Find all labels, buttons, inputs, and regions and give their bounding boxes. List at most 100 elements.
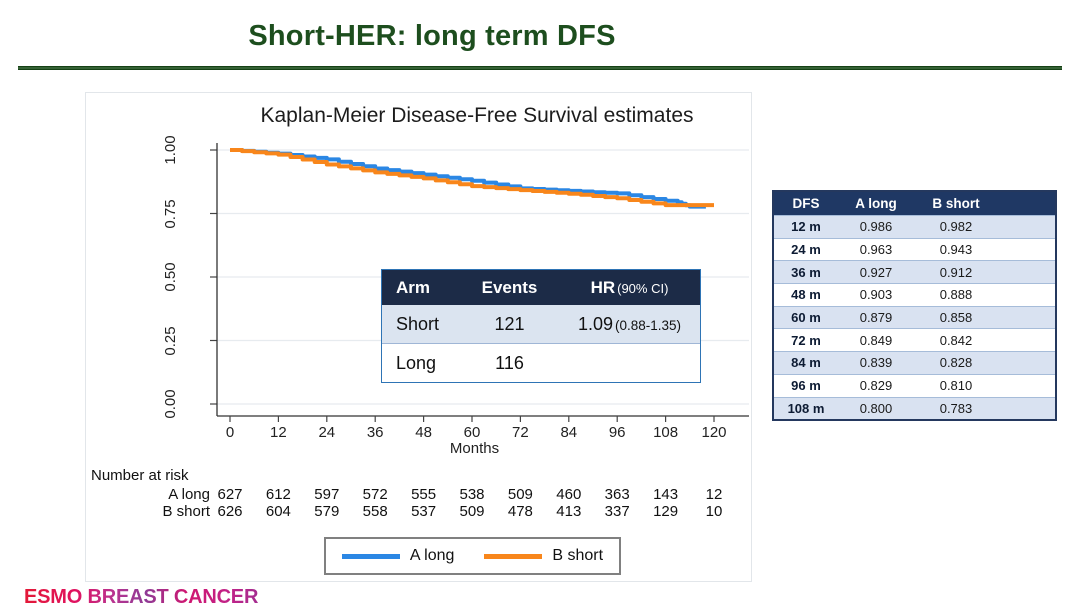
dfs-cell: 0.982 xyxy=(939,219,973,235)
chart-title: Kaplan-Meier Disease-Free Survival estim… xyxy=(260,104,694,127)
dfs-cell: 84 m xyxy=(791,355,821,371)
hr-value: 1.09 xyxy=(577,313,613,334)
risk-row-label-b-short: B short xyxy=(162,503,210,520)
legend-item: B short xyxy=(484,547,603,565)
dfs-cell: 24 m xyxy=(791,242,821,258)
dfs-cell: 0.810 xyxy=(939,378,973,394)
x-tick-label: 96 xyxy=(608,424,626,441)
chart-legend: A long B short xyxy=(324,537,621,575)
risk-count: 627 xyxy=(217,486,243,503)
dfs-cell: 0.903 xyxy=(859,287,893,303)
dfs-header-cell: B short xyxy=(932,196,980,211)
dfs-cell: 0.828 xyxy=(939,355,973,371)
risk-count: 626 xyxy=(217,503,243,520)
risk-count: 604 xyxy=(265,503,291,520)
x-tick-label: 24 xyxy=(318,424,336,441)
dfs-cell: 0.829 xyxy=(859,378,893,394)
dfs-cell: 0.858 xyxy=(939,310,973,326)
dfs-table-row: 96 m 0.829 0.810 xyxy=(774,373,1055,397)
hr-header-hr: HR (90% CI) xyxy=(557,278,702,298)
legend-line-swatch xyxy=(341,553,400,559)
risk-count: 363 xyxy=(604,486,630,503)
x-tick-label: 60 xyxy=(463,424,481,441)
y-tick-label: 0.00 xyxy=(162,389,179,419)
dfs-cell: 96 m xyxy=(791,378,821,394)
hr-table-header-row: Arm Events HR (90% CI) xyxy=(382,270,700,305)
risk-count: 558 xyxy=(362,503,388,520)
dfs-cell: 108 m xyxy=(787,400,825,416)
dfs-estimates-table: DFS A long B short 12 m 0.986 0.982 24 m 0.963 0… xyxy=(772,190,1057,422)
risk-count: 579 xyxy=(314,503,340,520)
km-curve-a-long xyxy=(230,148,706,209)
x-tick-label: 84 xyxy=(560,424,578,441)
x-axis-title: Months xyxy=(449,440,500,457)
dfs-cell: 0.842 xyxy=(939,332,973,348)
dfs-cell: 0.800 xyxy=(859,400,893,416)
y-tick-label: 1.00 xyxy=(162,135,179,165)
km-figure: Kaplan-Meier Disease-Free Survival estim… xyxy=(85,92,752,582)
dfs-table-header-row: DFS A long B short xyxy=(774,192,1055,215)
risk-count: 509 xyxy=(459,503,485,520)
dfs-cell: 0.839 xyxy=(859,355,893,371)
legend-item: A long xyxy=(341,547,454,565)
hr-header-arm: Arm xyxy=(396,277,431,297)
x-tick-label: 12 xyxy=(270,424,287,441)
risk-count: 612 xyxy=(265,486,291,503)
risk-count: 10 xyxy=(705,503,723,520)
risk-row-label-a-long: A long xyxy=(168,486,210,503)
x-tick-label: 0 xyxy=(225,424,235,441)
dfs-cell: 36 m xyxy=(791,264,821,280)
hr-cell-arm: Long xyxy=(396,352,437,373)
dfs-cell: 0.963 xyxy=(859,242,893,258)
risk-count: 129 xyxy=(653,503,679,520)
dfs-header-cell: DFS xyxy=(792,196,820,211)
risk-count: 337 xyxy=(604,503,630,520)
hr-table-row-short: Short 121 1.09 (0.88-1.35) xyxy=(382,305,700,344)
dfs-cell: 0.912 xyxy=(939,264,973,280)
dfs-table-row: 72 m 0.849 0.842 xyxy=(774,328,1055,351)
y-tick-label: 0.75 xyxy=(162,198,179,229)
dfs-cell: 48 m xyxy=(791,287,821,303)
x-tick-label: 72 xyxy=(512,424,529,441)
dfs-cell: 12 m xyxy=(791,219,821,235)
risk-count: 143 xyxy=(653,486,679,503)
y-tick-label: 0.50 xyxy=(162,262,179,292)
x-tick-label: 36 xyxy=(366,424,384,441)
hr-header-hr-label: HR xyxy=(590,277,616,297)
risk-count: 597 xyxy=(314,486,340,503)
hr-header-events: Events xyxy=(481,277,538,297)
dfs-table-row: 108 m 0.800 0.783 xyxy=(774,396,1055,420)
hr-summary-table: Arm Events HR (90% CI) Short 121 1.09 (0.8… xyxy=(381,269,701,383)
dfs-table-row: 24 m 0.963 0.943 xyxy=(774,237,1055,261)
legend-line-swatch xyxy=(484,553,543,559)
dfs-table-row: 36 m 0.927 0.912 xyxy=(774,260,1055,284)
dfs-cell: 0.943 xyxy=(939,242,973,258)
dfs-cell: 60 m xyxy=(791,310,821,326)
hr-cell-hr: 1.09 (0.88-1.35) xyxy=(557,314,702,335)
dfs-table-row: 84 m 0.839 0.828 xyxy=(774,351,1055,374)
number-at-risk-label: Number at risk xyxy=(91,467,189,484)
risk-count: 538 xyxy=(459,486,485,503)
dfs-cell: 0.849 xyxy=(859,332,893,348)
hr-ci-value: (0.88-1.35) xyxy=(615,317,682,333)
risk-count: 413 xyxy=(556,503,582,520)
risk-count: 509 xyxy=(507,486,533,503)
hr-cell-arm: Short xyxy=(396,313,440,334)
title-divider xyxy=(18,66,1062,70)
x-tick-label: 48 xyxy=(415,424,432,441)
dfs-cell: 0.888 xyxy=(939,287,973,303)
dfs-cell: 0.986 xyxy=(859,219,893,235)
hr-table-row-long: Long 116 xyxy=(382,344,700,382)
risk-count: 537 xyxy=(411,503,437,520)
y-tick-label: 0.25 xyxy=(162,325,179,356)
x-tick-label: 120 xyxy=(701,424,727,441)
dfs-table-row: 12 m 0.986 0.982 xyxy=(774,215,1055,238)
hr-cell-events: 116 xyxy=(495,352,524,373)
hr-cell-events: 121 xyxy=(494,313,525,334)
esmo-breast-cancer-logo: ESMO BREAST CANCER xyxy=(24,586,259,608)
dfs-header-cell: A long xyxy=(855,196,897,211)
dfs-cell: 0.879 xyxy=(859,310,893,326)
dfs-table-row: 48 m 0.903 0.888 xyxy=(774,283,1055,306)
legend-label: B short xyxy=(552,547,604,564)
